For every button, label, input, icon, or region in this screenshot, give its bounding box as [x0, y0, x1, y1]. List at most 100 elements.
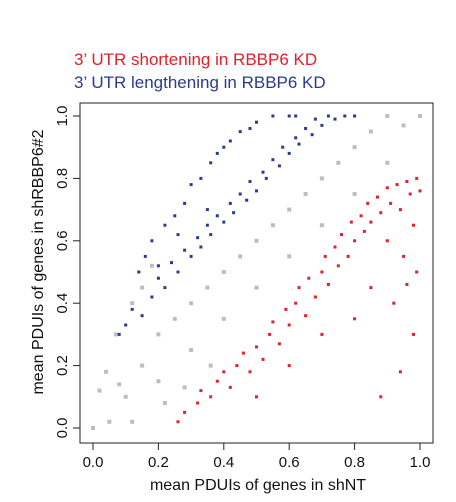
data-point [156, 276, 160, 280]
data-point [124, 323, 128, 327]
data-point [248, 127, 252, 130]
data-point [319, 223, 324, 228]
data-point [215, 379, 219, 383]
data-point [271, 320, 275, 324]
x-tick-label: 0.4 [213, 454, 234, 471]
y-tick-label: 0.2 [54, 355, 71, 376]
data-point [277, 164, 281, 168]
data-point [238, 192, 242, 196]
x-tick-label: 0.0 [83, 454, 104, 471]
data-point [140, 285, 145, 290]
data-point [140, 314, 144, 318]
data-point [215, 151, 219, 155]
data-point [359, 214, 363, 218]
data-point [389, 201, 393, 205]
data-point [199, 389, 203, 393]
data-point [418, 189, 422, 193]
data-point [313, 295, 317, 299]
y-tick-label: 0.4 [54, 293, 71, 314]
data-point [398, 370, 402, 374]
data-point [196, 236, 200, 240]
data-point [287, 114, 291, 118]
data-point [333, 245, 337, 249]
data-point [402, 254, 406, 258]
data-point [150, 295, 154, 299]
points-layer [91, 114, 422, 430]
data-point [205, 208, 209, 212]
data-point [271, 114, 275, 118]
data-point [189, 301, 194, 306]
data-point [189, 348, 194, 352]
data-point [264, 176, 268, 180]
data-point [176, 270, 180, 274]
data-point [323, 254, 327, 258]
data-point [143, 254, 147, 258]
x-tick-label: 1.0 [410, 454, 431, 471]
data-point [336, 264, 340, 268]
data-point [199, 245, 203, 249]
y-tick-label: 1.0 [54, 106, 71, 127]
data-point [294, 136, 298, 140]
data-point [261, 357, 265, 361]
data-point [362, 229, 366, 233]
data-point [304, 314, 308, 318]
data-point [228, 201, 232, 205]
data-point [222, 220, 226, 224]
data-point [281, 145, 285, 149]
data-point [228, 139, 232, 143]
data-point [379, 395, 383, 399]
y-tick-label: 0.6 [54, 230, 71, 251]
legend-item-shortening: 3’ UTR shortening in RBBP6 KD [74, 50, 317, 69]
data-point [205, 223, 209, 227]
y-axis: 0.0 0.2 0.4 0.6 0.8 1.0 [54, 106, 80, 439]
data-point [304, 127, 308, 130]
data-point [369, 286, 373, 290]
data-point [235, 364, 239, 368]
data-point [140, 363, 145, 368]
data-point [228, 385, 232, 389]
data-point [117, 382, 122, 387]
data-point [405, 180, 409, 183]
data-point [336, 160, 341, 165]
data-point [222, 370, 226, 374]
data-point [254, 285, 259, 290]
data-point [183, 248, 187, 252]
data-point [215, 214, 219, 218]
data-point [183, 410, 187, 414]
data-point [287, 151, 291, 155]
data-point [209, 233, 213, 237]
data-point [352, 192, 357, 196]
legend-item-lengthening: 3’ UTR lengthening in RBBP6 KD [74, 73, 326, 92]
data-point [255, 395, 258, 399]
data-point [405, 283, 409, 286]
data-point [320, 332, 324, 336]
data-point [353, 239, 357, 243]
data-point [156, 264, 160, 268]
data-point [320, 270, 324, 274]
data-point [392, 301, 396, 305]
data-point [176, 233, 180, 237]
data-point [173, 214, 177, 218]
data-point [398, 208, 402, 212]
data-point [163, 223, 167, 227]
data-point [113, 332, 118, 337]
data-point [238, 130, 242, 134]
data-point [385, 186, 389, 190]
data-point [346, 254, 350, 258]
data-point [199, 176, 203, 180]
data-point [385, 239, 389, 243]
data-point [366, 201, 370, 205]
y-tick-label: 0.0 [54, 418, 71, 439]
data-point [156, 379, 161, 384]
data-point [189, 254, 193, 258]
data-point [368, 129, 373, 134]
data-point [294, 301, 298, 305]
data-point [340, 233, 343, 237]
data-point [248, 370, 252, 374]
data-point [150, 239, 154, 243]
data-point [238, 254, 243, 259]
data-point [232, 211, 236, 215]
data-point [284, 307, 288, 311]
data-point [287, 364, 291, 368]
data-point [333, 117, 337, 121]
